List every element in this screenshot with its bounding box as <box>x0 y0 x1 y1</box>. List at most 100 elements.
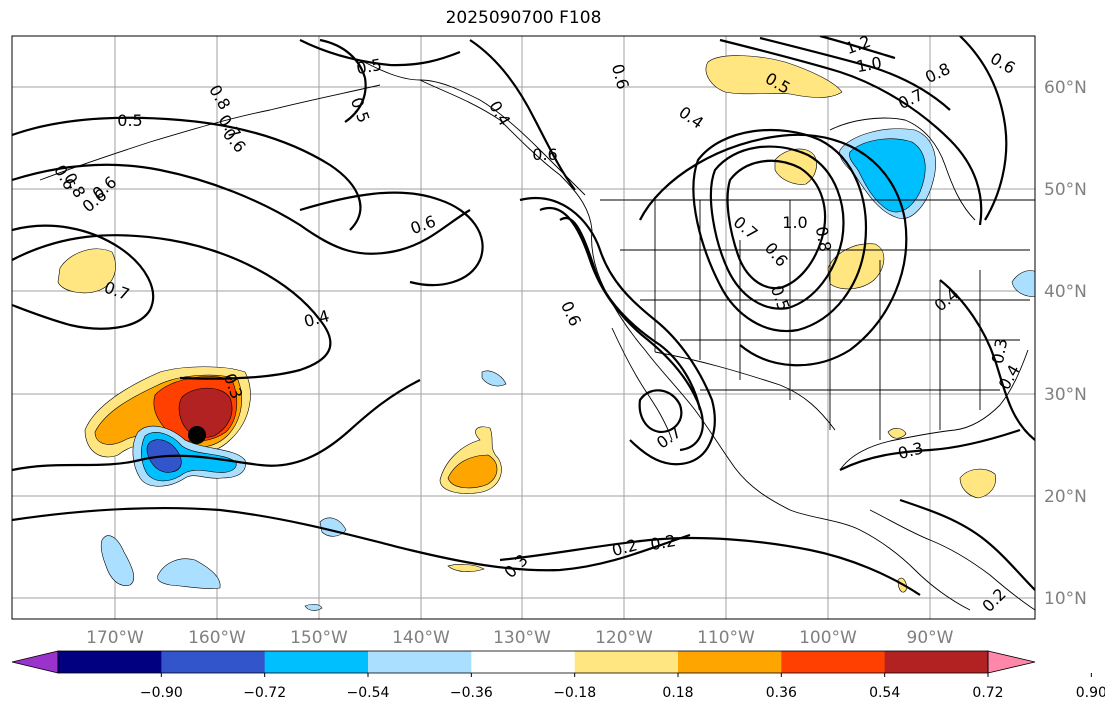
contour-06-gulf-ak <box>469 39 576 191</box>
contour-08-canada <box>719 38 983 226</box>
contour-06-mid <box>299 191 484 287</box>
lon-tick-label: 150°W <box>290 628 348 648</box>
contour-06-cal <box>539 207 704 452</box>
colorbar-extend-low <box>11 650 59 674</box>
low-center-marker <box>188 426 206 444</box>
lon-tick-label: 120°W <box>595 628 653 648</box>
contour-04-pacific <box>12 234 332 380</box>
shade-orange-mid <box>447 454 498 489</box>
colorbar-label: 0.54 <box>869 685 900 701</box>
colorbar-frame <box>57 650 989 674</box>
shade-yellow-plains <box>827 243 885 290</box>
colorbar-label: 0.36 <box>766 685 797 701</box>
lat-tick-label: 50°N <box>1044 180 1087 200</box>
map-frame <box>11 35 1036 620</box>
colorbar-label: 0.90 <box>1076 685 1105 701</box>
lat-tick-label: 40°N <box>1044 282 1087 302</box>
colorbar-segment <box>368 651 472 673</box>
lon-tick-label: 130°W <box>493 628 551 648</box>
contour-08-alaska <box>319 38 367 123</box>
gulf-coast <box>839 349 1029 471</box>
colorbar-label: −0.18 <box>553 685 596 701</box>
colorbar-label: −0.54 <box>347 685 390 701</box>
contour-07-low <box>638 389 683 434</box>
contour-label: 0.5 <box>355 55 383 78</box>
contour-label: 0.3 <box>988 337 1011 365</box>
map-panel <box>12 36 1035 619</box>
colorbar-segment <box>58 651 162 673</box>
contour-label: 0.6 <box>532 145 557 164</box>
contour-03-center <box>12 379 421 472</box>
shade-lightblue-east <box>1011 270 1035 297</box>
contour-07-w <box>12 224 155 330</box>
contour-07-ne <box>959 36 1008 221</box>
colorbar-extend-high <box>987 650 1036 674</box>
contour-10-low <box>726 159 827 290</box>
shade-lightblue-s2 <box>157 558 221 589</box>
longitude-ticks: 170°W 160°W 150°W 140°W 130°W 120°W 110°W 100°W… <box>86 628 954 648</box>
shade-yellow-west <box>57 248 116 294</box>
lon-tick-label: 170°W <box>86 628 144 648</box>
shade-lightblue-s1 <box>100 535 135 586</box>
shade-lightblue-s4 <box>304 603 323 611</box>
contour-05-low <box>639 133 908 367</box>
contour-08-low <box>709 145 845 310</box>
contour-lines <box>12 36 1035 596</box>
colorbar-label: 0.18 <box>662 685 693 701</box>
lon-tick-label: 90°W <box>907 628 954 648</box>
colorbar-segment <box>781 651 886 673</box>
contour-07-cal <box>559 217 702 411</box>
hudson-coast <box>829 117 976 221</box>
contour-06-nw <box>12 163 471 255</box>
shade-yellow-cuba <box>959 468 996 499</box>
lat-tick-label: 10°N <box>1044 589 1087 609</box>
colorbar-label: −0.72 <box>243 685 286 701</box>
contour-label: 1.0 <box>782 213 807 232</box>
lon-tick-label: 110°W <box>697 628 755 648</box>
shade-yellow-s1 <box>447 564 485 572</box>
colorbar-segment <box>264 651 369 673</box>
latitude-ticks: 60°N 50°N 40°N 30°N 20°N 10°N <box>1044 78 1087 609</box>
baja-coast <box>611 327 673 441</box>
colorbar-segment <box>471 651 576 673</box>
contour-05-west <box>12 116 362 231</box>
lat-tick-label: 30°N <box>1044 385 1087 405</box>
colorbar-segment <box>678 651 782 673</box>
colorbar: −0.90 −0.72 −0.54 −0.36 −0.18 0.18 0.36 0.54 0.7… <box>11 650 1105 701</box>
lat-tick-label: 20°N <box>1044 487 1087 507</box>
lon-tick-label: 100°W <box>799 628 857 648</box>
shade-yellow-canada <box>705 55 843 98</box>
central-america <box>869 509 1035 611</box>
contour-04-east <box>939 279 1035 441</box>
colorbar-segment <box>884 651 989 673</box>
contour-02-carib <box>899 498 1035 591</box>
contour-10-canada <box>759 36 951 111</box>
shade-darkred-hawaii <box>178 387 233 438</box>
colorbar-label: −0.90 <box>140 685 183 701</box>
contour-05-alaska <box>299 39 461 67</box>
contour-04-sw-us <box>519 197 716 466</box>
lon-tick-label: 160°W <box>188 628 246 648</box>
map-title: 2025090700 F108 <box>445 8 602 28</box>
colorbar-label: 0.72 <box>972 685 1003 701</box>
colorbar-segment <box>161 651 266 673</box>
shade-lightblue-mid <box>481 370 507 387</box>
contour-label: 0.8 <box>812 225 835 253</box>
contour-03-south <box>12 506 691 572</box>
state-lines-2 <box>620 249 1030 391</box>
shade-yellow-gulf <box>887 428 907 439</box>
lat-tick-label: 60°N <box>1044 78 1087 98</box>
graticule <box>12 36 1035 619</box>
lon-tick-label: 140°W <box>392 628 450 648</box>
shaded-anomalies <box>57 55 1035 611</box>
contour-03-gulf <box>839 428 1021 471</box>
colorbar-segment <box>574 651 679 673</box>
contour-12-canada <box>819 36 896 60</box>
colorbar-label: −0.36 <box>450 685 493 701</box>
north-america-coast <box>419 79 971 611</box>
contour-02-south <box>499 536 921 596</box>
alaska-coast <box>359 59 586 196</box>
contour-label: 0.5 <box>117 111 142 130</box>
contour-label: 0.2 <box>649 531 677 554</box>
